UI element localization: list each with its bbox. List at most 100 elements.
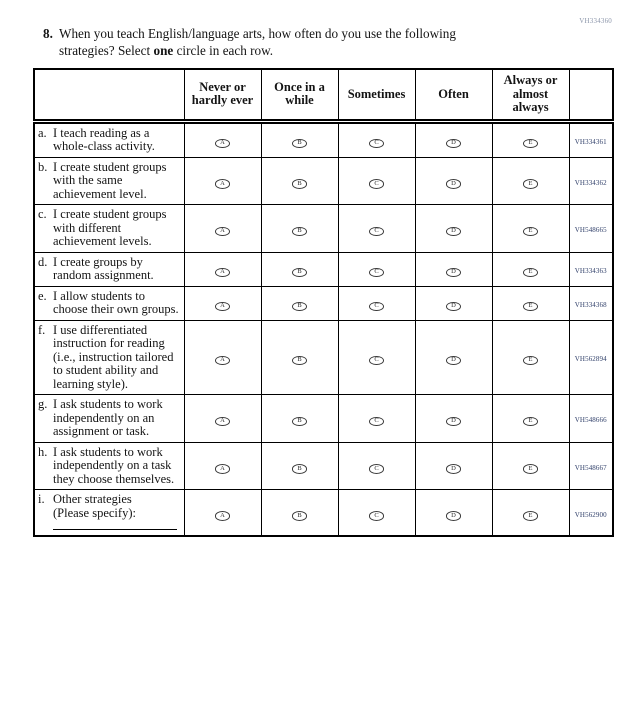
- row-code-cell: VH562900: [568, 489, 614, 537]
- bubble-cell: E: [491, 120, 570, 158]
- answer-bubble-often[interactable]: D: [446, 464, 461, 474]
- row-code: VH562894: [574, 355, 607, 364]
- answer-bubble-often[interactable]: D: [446, 226, 461, 237]
- answer-bubble-sometimes[interactable]: C: [369, 138, 384, 148]
- bubble-cell: B: [260, 319, 339, 395]
- answer-bubble-never-or-hardly-ever[interactable]: A: [215, 511, 230, 521]
- answer-bubble-often[interactable]: D: [446, 301, 461, 311]
- answer-bubble-often[interactable]: D: [446, 416, 461, 427]
- answer-bubble-once-in-a-while[interactable]: B: [292, 355, 307, 366]
- answer-bubble-sometimes[interactable]: C: [369, 511, 384, 521]
- table-row: g. I ask students to work independently …: [33, 394, 614, 443]
- row-code-cell: VH548665: [568, 204, 614, 253]
- bubble-cell: B: [260, 251, 339, 287]
- answer-bubble-once-in-a-while[interactable]: B: [292, 301, 307, 311]
- row-letter: a.: [38, 125, 47, 140]
- answer-bubble-sometimes[interactable]: C: [369, 355, 384, 366]
- bubble-cell: D: [414, 285, 493, 321]
- bubble-cell: E: [491, 319, 570, 395]
- row-label: I create student groups with different a…: [53, 207, 167, 248]
- answer-bubble-never-or-hardly-ever[interactable]: A: [215, 226, 230, 237]
- bubble-cell: A: [183, 204, 262, 253]
- answer-bubble-often[interactable]: D: [446, 355, 461, 366]
- answer-bubble-never-or-hardly-ever[interactable]: A: [215, 355, 230, 366]
- header-row-labels-empty: [33, 68, 185, 124]
- question-line2-bold: one: [153, 42, 174, 58]
- form-code: VH334360: [579, 17, 612, 25]
- answer-bubble-sometimes[interactable]: C: [369, 267, 384, 277]
- answer-bubble-never-or-hardly-ever[interactable]: A: [215, 416, 230, 427]
- header-always-or-almost-always: Always or almost always: [491, 68, 570, 124]
- answer-bubble-always-or-almost-always[interactable]: E: [523, 511, 538, 521]
- row-code: VH334362: [574, 178, 607, 187]
- question-line2-pre: strategies? Select: [59, 42, 151, 58]
- bubble-cell: B: [260, 156, 339, 205]
- row-code: VH334363: [574, 267, 607, 275]
- answer-bubble-sometimes[interactable]: C: [369, 301, 384, 311]
- row-code-cell: VH334368: [568, 285, 614, 321]
- question-text: When you teach English/language arts, ho…: [59, 26, 456, 59]
- answer-bubble-once-in-a-while[interactable]: B: [292, 511, 307, 521]
- answer-bubble-always-or-almost-always[interactable]: E: [523, 226, 538, 237]
- bubble-cell: E: [491, 489, 570, 537]
- answer-bubble-never-or-hardly-ever[interactable]: A: [215, 138, 230, 148]
- row-label: I allow students to choose their own gro…: [53, 288, 179, 316]
- answer-bubble-always-or-almost-always[interactable]: E: [523, 464, 538, 474]
- row-letter: h.: [38, 444, 48, 459]
- bubble-cell: C: [337, 394, 416, 443]
- question-block: 8. When you teach English/language arts,…: [43, 26, 533, 59]
- answer-bubble-once-in-a-while[interactable]: B: [292, 464, 307, 474]
- bubble-cell: C: [337, 251, 416, 287]
- answer-bubble-often[interactable]: D: [446, 138, 461, 148]
- bubble-cell: E: [491, 156, 570, 205]
- answer-bubble-often[interactable]: D: [446, 179, 461, 189]
- table-header-row: Never or hardly ever Once in a while Som…: [33, 68, 614, 124]
- table-row: b. I create student groups with the same…: [33, 156, 614, 205]
- answer-bubble-sometimes[interactable]: C: [369, 416, 384, 427]
- answer-bubble-once-in-a-while[interactable]: B: [292, 226, 307, 237]
- row-label: I use differentiated instruction for rea…: [53, 322, 174, 391]
- answer-bubble-once-in-a-while[interactable]: B: [292, 138, 307, 148]
- row-label: I ask students to work independently on …: [53, 397, 163, 438]
- answer-bubble-sometimes[interactable]: C: [369, 464, 384, 474]
- row-code-cell: VH334361: [568, 120, 614, 158]
- row-code-cell: VH334362: [568, 156, 614, 205]
- answer-bubble-always-or-almost-always[interactable]: E: [523, 355, 538, 366]
- bubble-cell: C: [337, 120, 416, 158]
- header-never-or-hardly-ever: Never or hardly ever: [183, 68, 262, 124]
- bubble-cell: A: [183, 285, 262, 321]
- answer-bubble-once-in-a-while[interactable]: B: [292, 416, 307, 427]
- row-code: VH548665: [574, 226, 607, 235]
- answer-bubble-always-or-almost-always[interactable]: E: [523, 416, 538, 427]
- row-letter: d.: [38, 254, 48, 269]
- answer-bubble-often[interactable]: D: [446, 511, 461, 521]
- row-letter: f.: [38, 322, 46, 337]
- answer-bubble-never-or-hardly-ever[interactable]: A: [215, 267, 230, 277]
- bubble-cell: C: [337, 156, 416, 205]
- answer-bubble-once-in-a-while[interactable]: B: [292, 179, 307, 189]
- row-label-cell: c. I create student groups with differen…: [33, 204, 185, 253]
- bubble-cell: D: [414, 251, 493, 287]
- answer-bubble-never-or-hardly-ever[interactable]: A: [215, 464, 230, 474]
- answer-bubble-always-or-almost-always[interactable]: E: [523, 179, 538, 189]
- answer-bubble-never-or-hardly-ever[interactable]: A: [215, 301, 230, 311]
- write-in-blank-line[interactable]: [53, 529, 177, 530]
- strategies-frequency-table: Never or hardly ever Once in a while Som…: [33, 68, 614, 537]
- bubble-cell: D: [414, 204, 493, 253]
- question-line2-post: circle in each row.: [176, 42, 274, 58]
- answer-bubble-always-or-almost-always[interactable]: E: [523, 267, 538, 277]
- answer-bubble-sometimes[interactable]: C: [369, 226, 384, 237]
- bubble-cell: C: [337, 489, 416, 537]
- answer-bubble-sometimes[interactable]: C: [369, 179, 384, 189]
- answer-bubble-always-or-almost-always[interactable]: E: [523, 138, 538, 148]
- answer-bubble-never-or-hardly-ever[interactable]: A: [215, 179, 230, 189]
- bubble-cell: E: [491, 251, 570, 287]
- bubble-cell: A: [183, 319, 262, 395]
- answer-bubble-always-or-almost-always[interactable]: E: [523, 301, 538, 311]
- bubble-cell: A: [183, 441, 262, 490]
- answer-bubble-once-in-a-while[interactable]: B: [292, 267, 307, 277]
- row-code-cell: VH548666: [568, 394, 614, 443]
- answer-bubble-often[interactable]: D: [446, 267, 461, 277]
- table-row: a. I teach reading as a whole-class acti…: [33, 120, 614, 158]
